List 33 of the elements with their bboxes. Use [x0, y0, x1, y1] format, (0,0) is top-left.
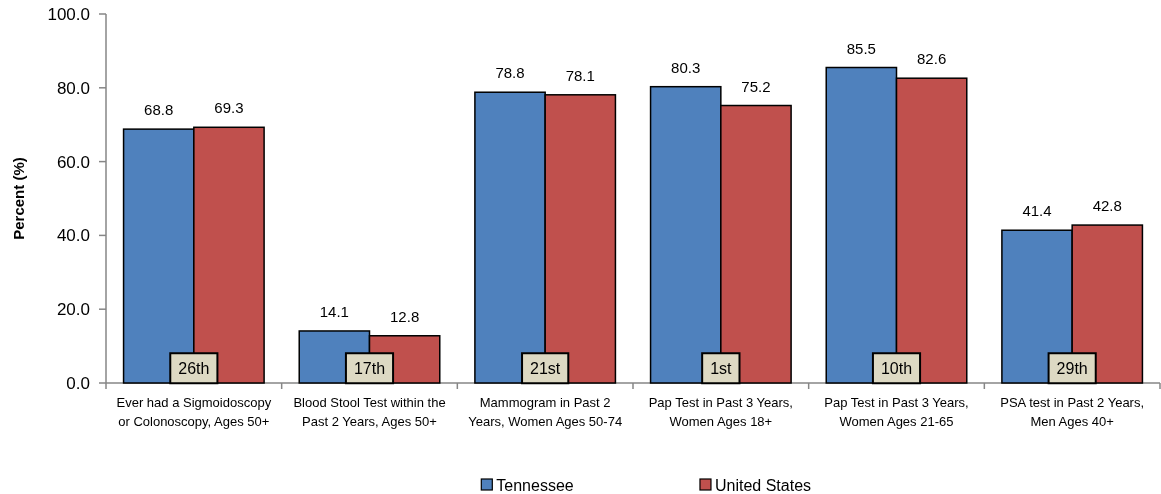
data-label: 69.3 — [214, 99, 244, 117]
x-tick-label: Pap Test in Past 3 Years, Women Ages 18+ — [648, 395, 793, 429]
data-label: 78.8 — [495, 64, 525, 82]
annotation: 17th — [353, 360, 386, 378]
data-label: 75.2 — [741, 77, 771, 95]
legend-label: United States — [714, 476, 812, 494]
x-tick-label: Mammogram in Past 2 Years, Women Ages 50-74 — [468, 395, 623, 429]
y-tick-label: 0.0 — [66, 373, 90, 393]
y-tick-label: 100.0 — [47, 4, 90, 24]
data-label: 41.4 — [1022, 202, 1052, 220]
x-tick-label: Pap Test in Past 3 Years, Women Ages 21-65 — [824, 395, 969, 429]
data-label: 12.8 — [390, 307, 420, 325]
data-label: 85.5 — [846, 39, 876, 57]
data-label: 68.8 — [144, 101, 174, 119]
y-axis-title: Percent (%) — [10, 157, 27, 240]
y-tick-label: 80.0 — [56, 78, 90, 98]
annotation: 29th — [1056, 360, 1088, 378]
x-tick-label: PSA test in Past 2 Years, Men Ages 40+ — [1000, 395, 1145, 429]
annotation: 26th — [178, 360, 210, 378]
x-tick-label: Ever had a Sigmoidoscopy or Colonoscopy, Ages 50+ — [116, 395, 272, 429]
annotation: 1st — [710, 360, 733, 378]
legend-label: Tennessee — [496, 476, 574, 494]
y-tick-label: 20.0 — [56, 300, 90, 320]
x-tick-label: Blood Stool Test within the Past 2 Years, Ages 50+ — [293, 395, 446, 429]
y-tick-label: 60.0 — [56, 152, 90, 172]
annotation: 10th — [880, 360, 913, 378]
data-label: 82.6 — [917, 50, 947, 68]
data-label: 78.1 — [565, 66, 595, 84]
y-tick-label: 40.0 — [56, 226, 90, 246]
data-label: 42.8 — [1092, 197, 1122, 215]
data-label: 80.3 — [671, 58, 701, 76]
annotation: 21st — [530, 360, 561, 378]
data-label: 14.1 — [319, 302, 349, 320]
